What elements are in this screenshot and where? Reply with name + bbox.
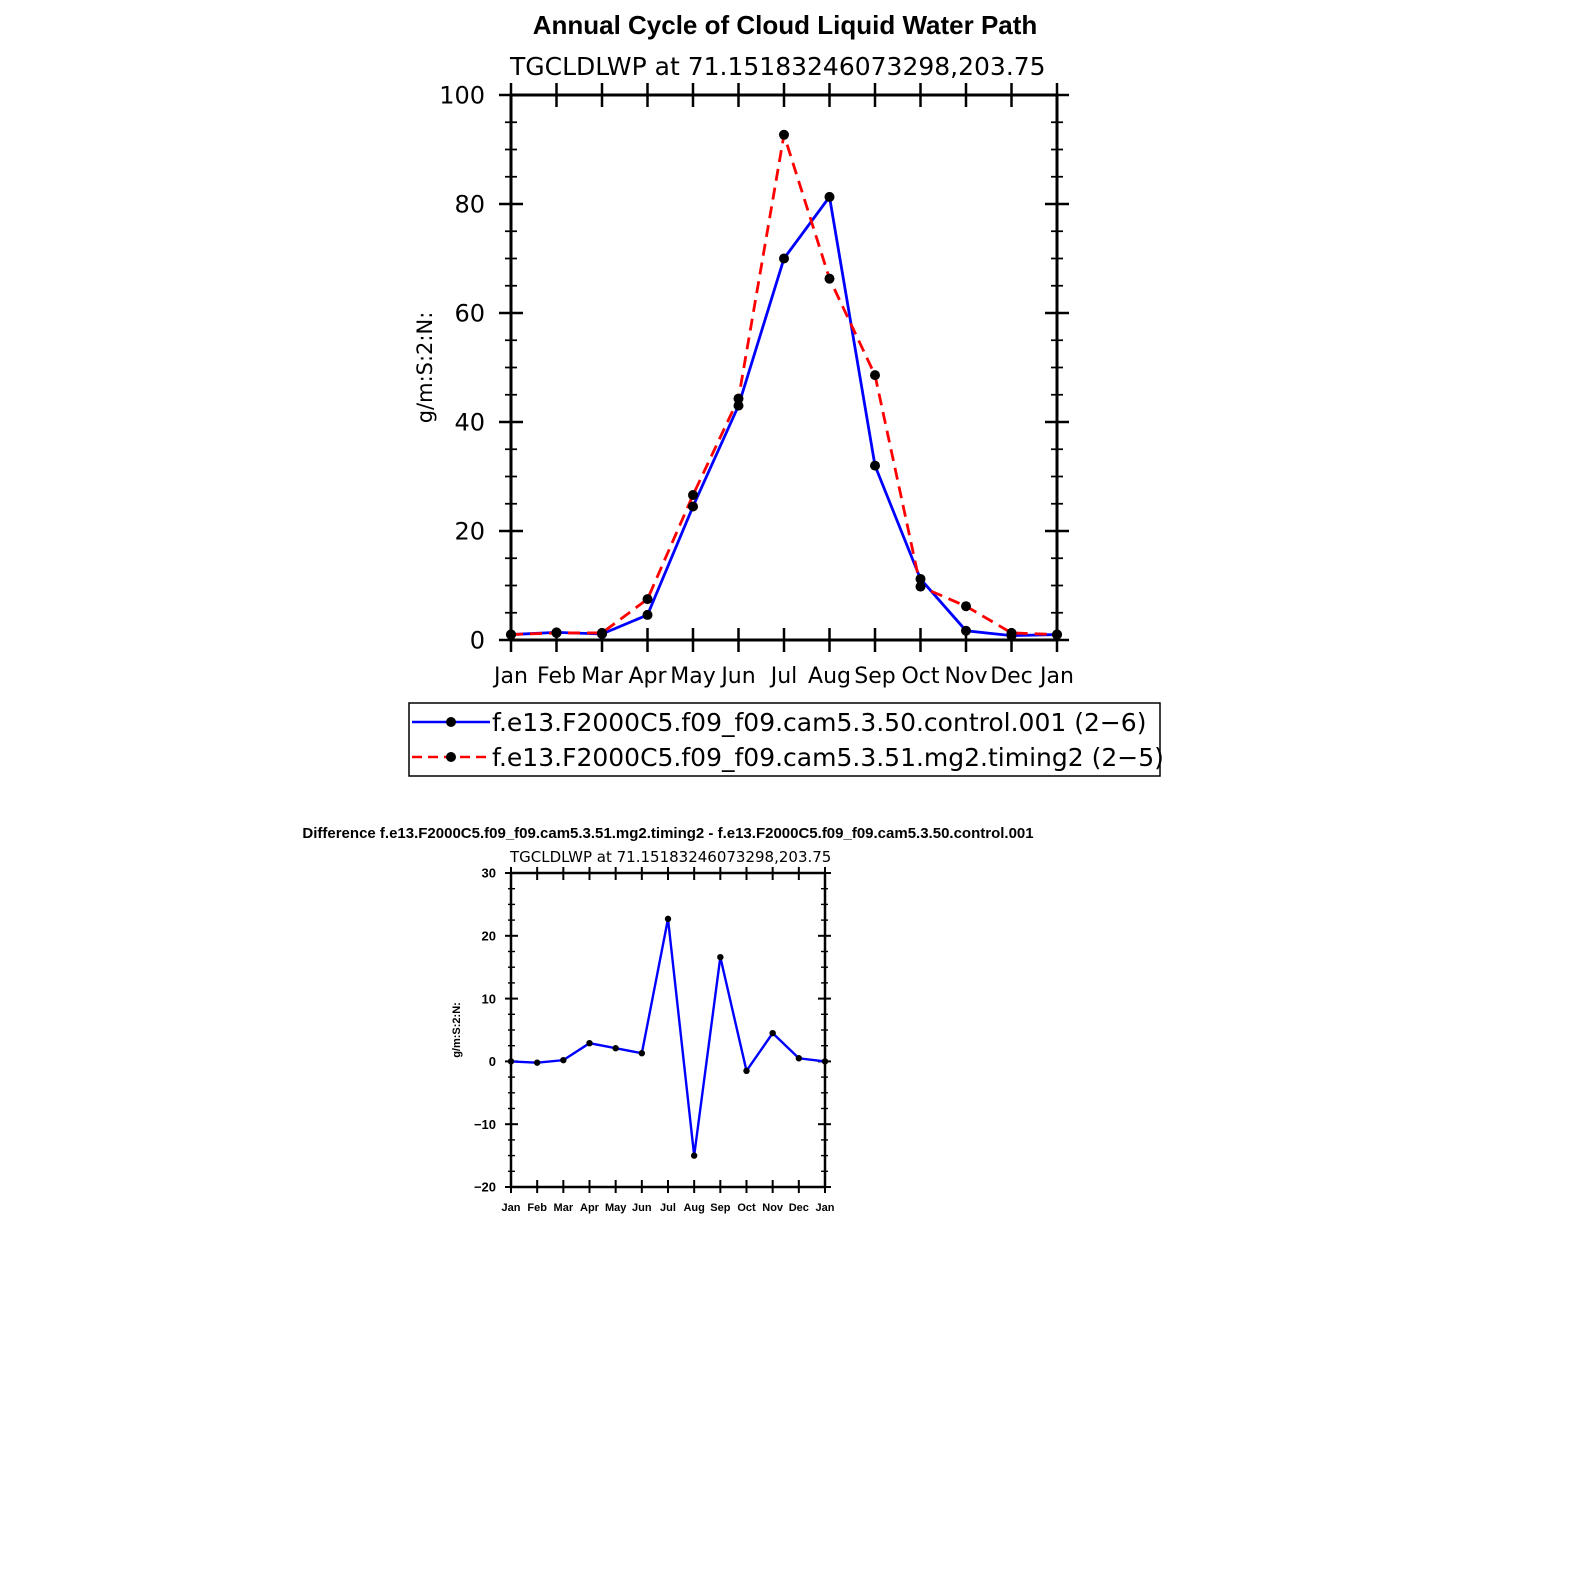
- chart2-ytick-label: 30: [482, 866, 496, 881]
- chart2-xtick-label: Apr: [580, 1202, 600, 1214]
- chart2-xtick-label: May: [605, 1202, 627, 1214]
- chart1-xtick-label: Jan: [1038, 664, 1074, 689]
- chart2-ytick-label: −10: [474, 1117, 496, 1132]
- chart1-ytick-label: 100: [439, 82, 485, 110]
- chart1-series-2-point: [597, 627, 607, 638]
- chart2-series-1-point: [560, 1056, 567, 1064]
- chart2-series-1-point: [507, 1058, 515, 1065]
- chart2-xtick-label: Aug: [683, 1202, 704, 1214]
- chart1-series-1-point: [915, 573, 926, 584]
- chart1-xtick-label: May: [670, 664, 715, 689]
- legend-frame: [408, 702, 1161, 777]
- chart1-series-2-point: [915, 581, 926, 592]
- chart1-subtitle: TGCLDLWP at 71.15183246073298,203.75: [509, 52, 1046, 81]
- chart1-series-2-point: [733, 393, 744, 404]
- chart1-ytick-label: 40: [454, 409, 485, 437]
- chart2-xtick-label: Dec: [789, 1202, 809, 1214]
- chart2-xtick-label: Nov: [762, 1202, 784, 1214]
- chart1-ytick-label: 0: [470, 627, 485, 655]
- chart2-xtick-label: Jan: [816, 1202, 835, 1214]
- chart1-series-1-point: [824, 191, 835, 202]
- legend-marker-timing2: [446, 752, 456, 762]
- chart1-xtick-label: Sep: [854, 664, 895, 689]
- chart1-series-2-point: [688, 490, 698, 501]
- chart2-ylabel: g/m:S:2:N:: [451, 1002, 463, 1058]
- legend-label-control: f.e13.F2000C5.f09_f09.cam5.3.50.control.…: [492, 708, 1146, 737]
- chart1-series-2-point: [551, 627, 562, 638]
- chart2-series-line-1: [510, 918, 826, 1156]
- chart2-ytick-label: 20: [482, 928, 496, 943]
- chart1-ytick-label: 80: [454, 191, 485, 219]
- chart1-series-1-point: [870, 460, 880, 471]
- chart1-series-2-point: [642, 594, 653, 605]
- legend-marker-control: [446, 717, 456, 727]
- chart1-ytick-label: 60: [454, 300, 485, 328]
- chart2-series-1-point: [821, 1058, 829, 1065]
- chart1-xtick-label: Dec: [990, 664, 1033, 689]
- chart1-series-1-point: [688, 501, 698, 512]
- chart1-series-2-point: [1052, 629, 1062, 640]
- chart1-xtick-label: Jul: [769, 664, 798, 689]
- legend-label-timing2: f.e13.F2000C5.f09_f09.cam5.3.51.mg2.timi…: [492, 743, 1164, 772]
- chart2-ytick-label: 0: [489, 1054, 496, 1069]
- chart1-series-2-point: [870, 370, 880, 381]
- chart2-series-1-point: [717, 953, 724, 961]
- chart1-series-1-point: [733, 400, 744, 411]
- chart1-xtick-label: Mar: [581, 664, 623, 689]
- chart1-series-2-point: [779, 129, 789, 140]
- chart2-xtick-label: Jan: [502, 1202, 521, 1214]
- chart1-ylabel: g/m:S:2:N:: [413, 312, 437, 424]
- chart2-xtick-label: Mar: [554, 1202, 574, 1214]
- chart1-series-1-point: [642, 609, 653, 620]
- chart2-series-1-point: [638, 1050, 646, 1057]
- chart1-series-2-point: [961, 601, 971, 612]
- chart1-frame: [509, 93, 1059, 642]
- chart1-series-2-point: [1006, 627, 1017, 638]
- chart1-plot: 0 20 40 60 80 100 Jan Feb Mar Apr May Jun Jul Aug Sep O…: [413, 82, 1074, 689]
- chart1-xtick-label: Jan: [492, 664, 528, 689]
- chart1-ytick-label: 20: [454, 518, 485, 546]
- chart1-xtick-label: Apr: [628, 664, 667, 689]
- chart1-series-2-point: [824, 273, 835, 284]
- chart2-subtitle: TGCLDLWP at 71.15183246073298,203.75: [509, 848, 831, 866]
- chart1-xtick-label: Oct: [901, 664, 939, 689]
- chart1-series-2-point: [506, 629, 516, 640]
- chart2-series-1-point: [743, 1067, 750, 1075]
- chart2-xtick-label: Jun: [632, 1202, 652, 1214]
- chart1-series-line-2: [510, 134, 1058, 636]
- chart1-xtick-label: Nov: [945, 664, 988, 689]
- chart2-series-1-point: [769, 1029, 776, 1037]
- chart2-ytick-label: −20: [474, 1180, 496, 1195]
- chart2-series-1-point: [664, 915, 672, 923]
- chart2-ytick-label: 10: [482, 991, 496, 1006]
- chart1-xtick-label: Feb: [537, 664, 576, 689]
- chart2-series-1-point: [795, 1055, 803, 1062]
- chart2-title: Difference f.e13.F2000C5.f09_f09.cam5.3.…: [302, 825, 1033, 842]
- chart2-series-1-point: [690, 1152, 698, 1159]
- chart2-xtick-label: Feb: [527, 1202, 547, 1214]
- chart2-series-1-point: [586, 1039, 593, 1047]
- chart1-title: Annual Cycle of Cloud Liquid Water Path: [533, 10, 1038, 40]
- chart2-plot: −20 −10 0 10 20 30 Jan Feb Mar Apr May Jun Jul Aug Sep…: [451, 866, 835, 1214]
- chart1-xtick-label: Aug: [808, 664, 851, 689]
- chart1-xtick-label: Jun: [719, 664, 755, 689]
- chart2-xtick-label: Jul: [660, 1202, 676, 1214]
- chart2-xtick-label: Oct: [737, 1202, 756, 1214]
- chart2-series-1-point: [612, 1045, 619, 1052]
- chart1-series-1-point: [779, 253, 789, 264]
- chart1-legend: f.e13.F2000C5.f09_f09.cam5.3.50.control.…: [408, 702, 1164, 777]
- chart1-series-1-point: [961, 625, 971, 636]
- chart2-series-1-point: [533, 1059, 541, 1066]
- chart2-xtick-label: Sep: [710, 1202, 730, 1214]
